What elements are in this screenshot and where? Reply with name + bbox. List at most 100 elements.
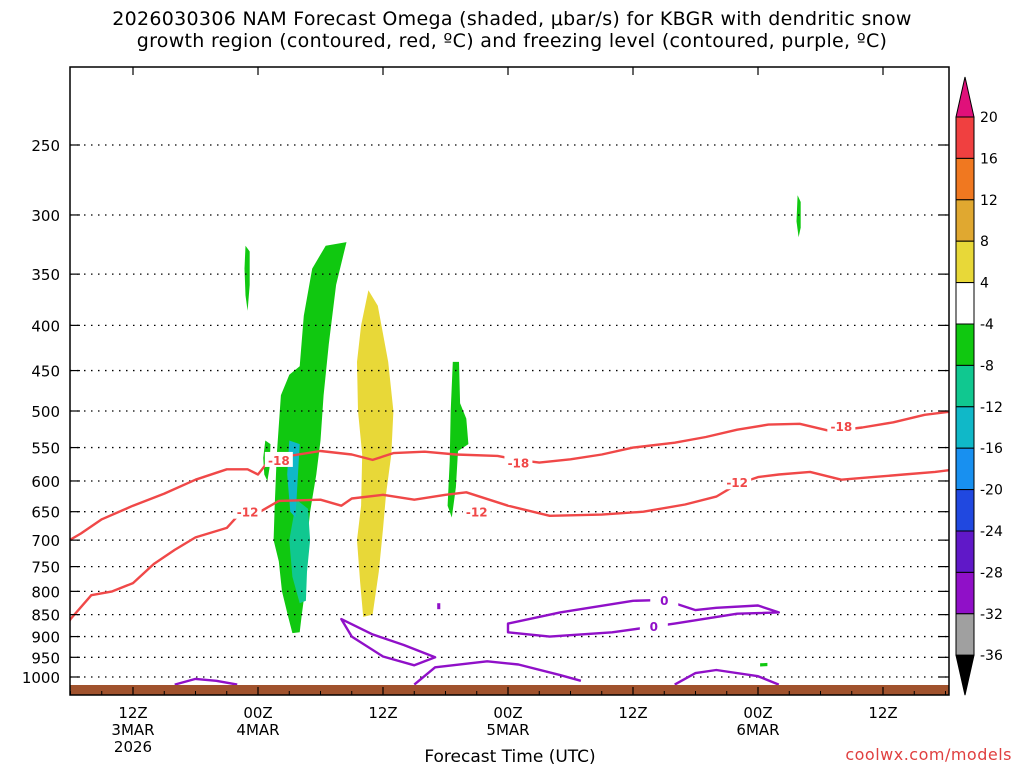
y-tick-label-350: 350 [31,266,60,284]
colorbar-bottom-arrow [955,654,975,696]
y-tick-label-700: 700 [31,532,60,550]
contour-label: -12 [237,506,259,520]
y-tick-label-850: 850 [31,607,60,625]
contour-label-bg [504,454,533,470]
y-tick-label-900: 900 [31,629,60,647]
x-tick-label: 12Z [368,704,397,722]
colorbar-swatch [955,240,975,284]
omega-sinking-yellow [357,290,394,617]
contour-label: -12 [466,506,488,520]
colorbar-label: -32 [980,607,1003,623]
colorbar-swatch [955,571,975,615]
colorbar-label: 20 [980,110,998,126]
y-tick-label-450: 450 [31,363,60,381]
contour-freezing_level-6 [506,598,780,638]
contour-dgz_top-0 [70,410,949,542]
omega-cell-16z [447,361,469,518]
contour-lines: -18 -18 -18 -12 -12 -12 00 [70,410,949,686]
omega-plume-green [273,242,347,634]
colorbar-swatch [955,116,975,159]
title-line-2: growth region (contoured, red, ºC) and f… [136,30,888,52]
colorbar-swatch [955,613,975,656]
y-tick-label-950: 950 [31,649,60,667]
colorbar-label: 12 [980,193,998,209]
colorbar-swatch [955,157,975,201]
colorbar-label: -24 [980,524,1003,540]
y-tick-label-800: 800 [31,583,60,601]
contour-label-bg [233,503,262,519]
colorbar-label: -28 [980,565,1003,581]
x-tick-label: 00Z [743,704,772,722]
colorbar-swatch [955,447,975,491]
colorbar-label: -16 [980,441,1003,457]
x-tick-label: 12Z [118,704,147,722]
x-tick-label: 2026 [114,738,152,756]
title-line-1: 2026030306 NAM Forecast Omega (shaded, μ… [112,8,912,30]
colorbar-label: 8 [980,234,989,250]
colorbar-label: -12 [980,400,1003,416]
x-tick-label: 4MAR [236,721,279,739]
colorbar-label: -4 [980,317,994,333]
colorbar-label: 4 [980,276,989,292]
omega-colorbar: 20 16 12 8 4 -4 -8 -12 -16 -20 -24 -28 -32 -36 [955,76,1003,696]
x-tick-label: 00Z [493,704,522,722]
contour-freezing_level-2 [174,677,238,686]
colorbar-swatch [955,530,975,573]
contour-label-bg [639,617,668,633]
contour-label-bg [462,503,491,519]
omega-dot-purple [437,603,441,610]
x-tick-label: 12Z [868,704,897,722]
contour-freezing_level-4 [674,668,780,686]
colorbar-swatch [955,199,975,242]
credit-link[interactable]: coolwx.com/models [845,745,1012,764]
y-tick-label-400: 400 [31,317,60,335]
contour-label: -18 [830,420,852,434]
contour-dgz_bottom-1 [70,468,949,623]
y-tick-label-1000: 1000 [22,669,60,687]
x-tick-label: 6MAR [736,721,779,739]
contour-label-bg [264,451,293,467]
colorbar-label: -20 [980,483,1003,499]
y-tick-label-500: 500 [31,403,60,421]
colorbar-swatch [955,282,975,325]
x-axis-label: Forecast Time (UTC) [424,747,596,767]
x-tick-label: 5MAR [486,721,529,739]
omega-shading [244,195,801,667]
contour-freezing_level-5 [340,617,437,667]
terrain-surface [70,685,949,695]
colorbar-swatch [955,364,975,408]
contour-label: -18 [268,454,290,468]
y-tick-label-250: 250 [31,137,60,155]
colorbar-swatch [955,406,975,449]
contour-label: -12 [726,476,748,490]
contour-label-bg [650,591,679,607]
y-tick-label-550: 550 [31,440,60,458]
colorbar-label: -8 [980,358,994,374]
grid-lines [70,144,949,678]
colorbar-swatch [955,489,975,532]
y-tick-label-750: 750 [31,559,60,577]
x-tick-label: 3MAR [111,721,154,739]
colorbar-label: 16 [980,151,998,167]
y-tick-label-300: 300 [31,207,60,225]
omega-cell-350 [244,245,250,311]
contour-freezing_level-3 [413,660,582,686]
y-tick-label-600: 600 [31,473,60,491]
y-tick-label-650: 650 [31,504,60,522]
omega-cell-300 [796,195,801,238]
plot-frame [69,66,950,696]
colorbar-top-arrow [955,76,975,118]
x-tick-label: 00Z [243,704,272,722]
contour-label: -18 [508,457,530,471]
colorbar-label: -36 [980,648,1003,664]
omega-core-seafoam [289,499,311,604]
contour-label-bg [723,474,752,490]
contour-label-bg [827,418,856,434]
contour-label: 0 [660,594,668,608]
y-axis: 250 300 350 400 450 500 550 600 650 700 750 800 850 9… [22,137,949,687]
contour-label: 0 [650,620,658,634]
omega-cell-970 [760,662,768,667]
chart-title: 2026030306 NAM Forecast Omega (shaded, μ… [0,8,1024,52]
